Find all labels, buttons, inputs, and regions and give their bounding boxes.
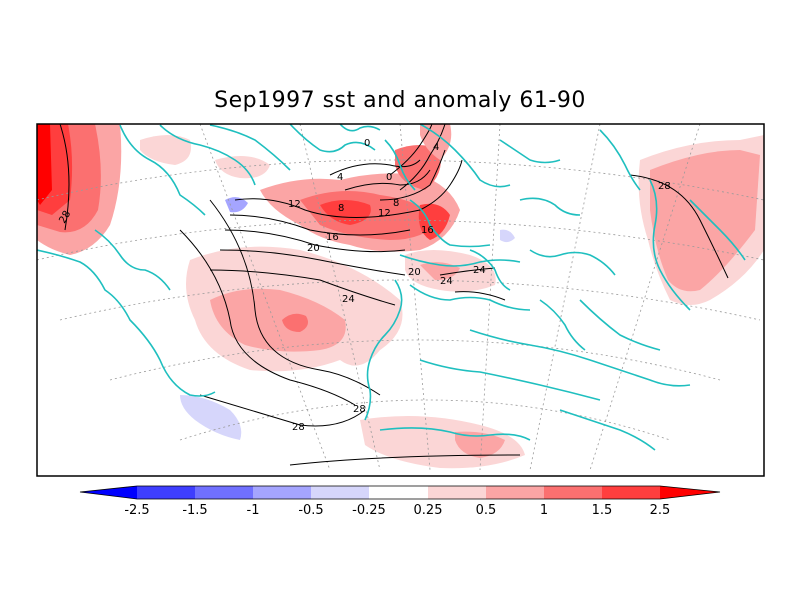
contour-label: 12: [378, 208, 391, 219]
map-frame: [36, 123, 765, 477]
colorbar-tick: 1: [540, 503, 548, 518]
colorbar-tick: -0.5: [298, 503, 323, 518]
contour-label: 20: [408, 267, 421, 278]
colorbar-bin: [369, 486, 428, 499]
contour-label: 24: [440, 276, 453, 287]
colorbar-bin: [544, 486, 602, 499]
contour-label: 12: [288, 199, 301, 210]
contour-label: 8: [338, 203, 344, 214]
colorbar-bin: [80, 486, 137, 499]
colorbar-tick: -0.25: [352, 503, 386, 518]
colorbar-bin: [195, 486, 253, 499]
coastlines: [37, 124, 746, 451]
contour-label: 0: [364, 138, 370, 149]
map-panel: 28 12 16 20 24 28 28 8 12 16 20 24 24 8 …: [37, 124, 764, 476]
contour-label: 0: [386, 172, 392, 183]
colorbar-tick: -1: [247, 503, 260, 518]
colorbar-tick: -1.5: [182, 503, 207, 518]
colorbar-tick: 1.5: [592, 503, 613, 518]
contour-label: 16: [421, 225, 434, 236]
colorbar-tick: 0.5: [476, 503, 497, 518]
colorbar-bin: [660, 486, 720, 499]
colorbar: -2.5 -1.5 -1 -0.5 -0.25 0.25 0.5 1 1.5 2…: [79, 485, 721, 518]
colorbar-bin: [428, 486, 486, 499]
colorbar-bin: [311, 486, 369, 499]
colorbar-bin: [602, 486, 660, 499]
contour-labels: 28 12 16 20 24 28 28 8 12 16 20 24 24 8 …: [57, 138, 670, 433]
contour-label: 20: [307, 243, 320, 254]
colorbar-tick: 2.5: [650, 503, 671, 518]
contour-label: 8: [393, 198, 399, 209]
contour-label: 24: [342, 294, 355, 305]
colorbar-bin: [253, 486, 311, 499]
colorbar-tick: -2.5: [124, 503, 149, 518]
colorbar-tick: 0.25: [414, 503, 443, 518]
anomaly-shading: [37, 124, 764, 469]
contour-label: 28: [658, 181, 671, 192]
contour-label: 28: [292, 422, 305, 433]
colorbar-outline: [79, 485, 721, 500]
contour-label: 24: [473, 265, 486, 276]
colorbar-bin: [486, 486, 544, 499]
sst-contours: [59, 124, 729, 466]
contour-label: 16: [326, 232, 339, 243]
contour-label: 4: [433, 142, 439, 153]
contour-label: 4: [337, 172, 343, 183]
map-title: Sep1997 sst and anomaly 61-90: [214, 88, 586, 113]
contour-label: 28: [353, 404, 366, 415]
graticule: [37, 124, 764, 471]
colorbar-bin: [137, 486, 195, 499]
